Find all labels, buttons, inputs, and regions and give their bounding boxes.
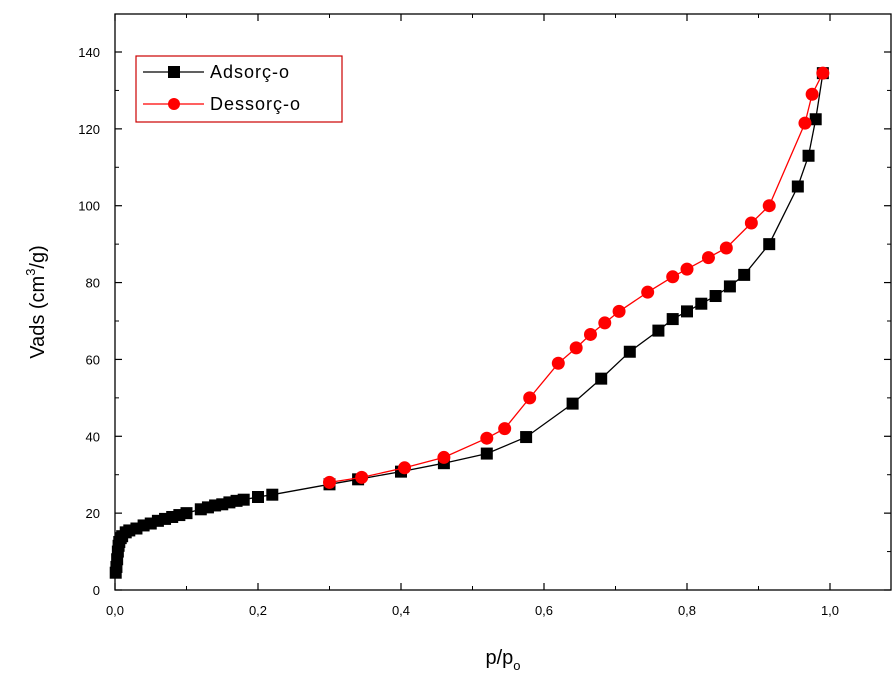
legend: Adsorç‑o Dessorç‑o — [135, 55, 343, 123]
data-point-square — [695, 297, 708, 310]
legend-dessorcao-label: Dessorç‑o — [210, 94, 301, 114]
legend-dessorcao-circle-marker — [168, 98, 180, 110]
data-point-circle — [398, 461, 412, 475]
legend-adsorcao-label: Adsorç‑o — [210, 62, 290, 82]
series-line — [329, 72, 824, 484]
data-point-circle — [719, 241, 733, 255]
data-point-circle — [569, 341, 583, 355]
series-layer — [109, 66, 830, 579]
data-point-circle — [598, 316, 612, 330]
data-point-square — [709, 290, 722, 303]
data-point-square — [480, 447, 493, 460]
data-point-square — [791, 180, 804, 193]
x-tick-label: 0,0 — [106, 603, 124, 618]
y-tick-label: 120 — [78, 122, 100, 137]
data-point-circle — [666, 270, 680, 284]
data-point-circle — [437, 450, 451, 464]
data-point-square — [237, 493, 250, 506]
x-axis-title-subscript: o — [513, 658, 520, 673]
y-tick-label: 140 — [78, 45, 100, 60]
y-tick-label: 40 — [86, 429, 100, 444]
series-line — [115, 72, 824, 573]
data-point-circle — [680, 262, 694, 276]
data-point-square — [809, 113, 822, 126]
data-point-circle — [323, 475, 336, 489]
x-tick-label: 0,6 — [535, 603, 553, 618]
data-point-square — [681, 305, 693, 318]
data-point-square — [666, 313, 679, 326]
axis-tick-labels: 0,0 0,2 0,4 0,6 0,8 1,0 0 20 40 60 80 100 120 140 — [78, 45, 839, 618]
y-axis-title-superscript: 3 — [23, 269, 38, 276]
y-axis-title: Vads (cm3/g) — [23, 245, 49, 359]
data-point-square — [252, 491, 264, 504]
x-tick-label: 1,0 — [821, 603, 839, 618]
series-dessorcao — [323, 66, 830, 489]
data-point-circle — [498, 422, 512, 436]
x-axis-title: p/po — [485, 647, 520, 673]
plot-frame — [114, 13, 892, 591]
data-point-circle — [641, 285, 655, 299]
data-point-square — [763, 238, 776, 251]
y-tick-label: 20 — [86, 506, 100, 521]
y-tick-label: 80 — [86, 276, 100, 291]
y-tick-label: 60 — [86, 352, 100, 367]
data-point-square — [623, 345, 636, 358]
data-point-square — [738, 268, 751, 281]
axis-ticks — [114, 14, 891, 591]
data-point-square — [201, 501, 214, 514]
x-tick-label: 0,2 — [249, 603, 267, 618]
data-point-square — [180, 507, 193, 520]
x-tick-label: 0,8 — [678, 603, 696, 618]
data-point-square — [566, 397, 579, 410]
y-tick-label: 0 — [93, 583, 100, 598]
data-point-circle — [701, 251, 715, 265]
data-point-circle — [583, 327, 597, 341]
data-point-square — [652, 324, 665, 337]
data-point-circle — [551, 356, 565, 370]
data-point-square — [520, 431, 533, 444]
legend-adsorcao-square-marker — [168, 66, 180, 78]
data-point-circle — [612, 304, 626, 318]
data-point-square — [802, 149, 815, 162]
data-point-square — [723, 280, 736, 293]
data-point-circle — [798, 116, 812, 130]
series-adsorcao — [109, 67, 829, 579]
data-point-circle — [805, 87, 819, 101]
data-point-circle — [762, 199, 776, 213]
data-point-square — [266, 488, 279, 501]
data-point-circle — [523, 391, 537, 405]
data-point-circle — [355, 470, 369, 484]
x-tick-label: 0,4 — [392, 603, 410, 618]
y-tick-label: 100 — [78, 199, 100, 214]
data-point-square — [595, 372, 608, 385]
data-point-circle — [480, 431, 494, 445]
data-point-circle — [816, 66, 830, 80]
data-point-circle — [744, 216, 758, 230]
